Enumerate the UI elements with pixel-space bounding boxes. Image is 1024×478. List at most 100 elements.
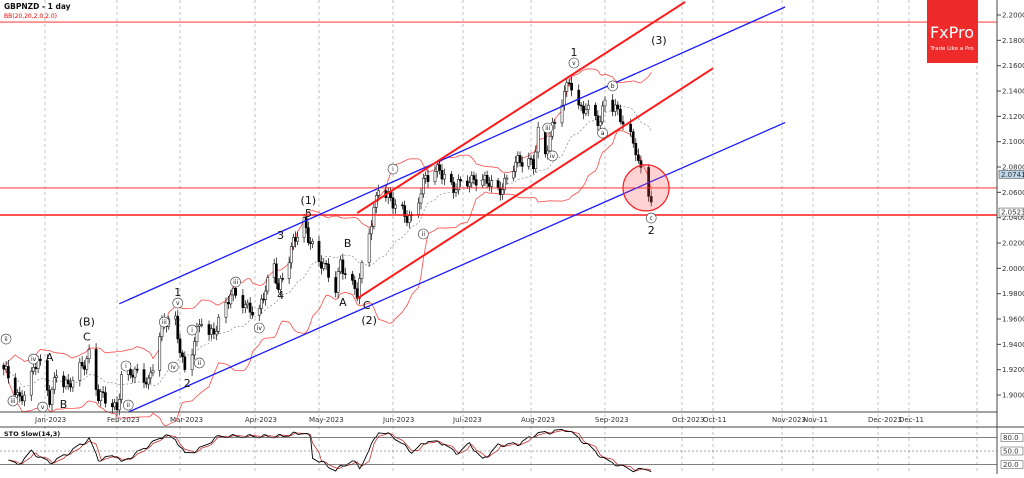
trendlines	[0, 1, 997, 413]
candle-bear	[567, 82, 571, 85]
candle-bull	[246, 302, 250, 306]
stoch-k-line	[8, 428, 652, 473]
wave-label: iv	[31, 356, 37, 363]
candle-bear	[7, 366, 10, 379]
candle-bear	[639, 160, 643, 168]
candle-bull	[4, 366, 8, 370]
candle-bull	[613, 104, 617, 112]
x-tick-label: Jan-2023	[34, 416, 66, 424]
candle-bull	[229, 294, 233, 305]
candle-bear	[241, 295, 245, 308]
candle-bear	[459, 179, 463, 182]
wave-label: ii	[127, 402, 131, 409]
candle-bull	[50, 389, 54, 405]
candle-bull	[563, 91, 566, 106]
candle-bear	[62, 375, 65, 388]
candle-bear	[487, 183, 491, 187]
candle-bear	[39, 358, 42, 361]
stochastic-panel	[8, 428, 652, 473]
candle-bear	[262, 298, 265, 301]
candle-bull	[52, 377, 56, 390]
stoch-level-box	[1000, 460, 1024, 469]
wave-label: ii	[422, 231, 426, 238]
candle-bull	[198, 324, 201, 327]
y-tick-label: 2.04000	[1002, 214, 1024, 222]
candle-bull	[149, 372, 153, 379]
candle-bull	[257, 308, 261, 316]
wave-label-circle	[645, 212, 657, 224]
y-tick-label: 2.10000	[1002, 138, 1024, 146]
candle-bear	[129, 368, 132, 376]
candle-bull	[71, 380, 75, 388]
x-tick-label: Nov-2023	[772, 416, 806, 424]
x-tick-label: Mar-2023	[170, 416, 203, 424]
candle-bull	[534, 151, 538, 170]
candle-bear	[553, 122, 557, 124]
candle-bear	[472, 175, 476, 180]
candle-bear	[594, 104, 597, 116]
y-tick-label: 1.90000	[1002, 392, 1024, 400]
candle-bull	[419, 193, 423, 204]
grid-lines	[44, 0, 978, 474]
x-tick-label: Oct-2023	[672, 416, 704, 424]
candle-bull	[195, 325, 199, 343]
wave-label: iii	[545, 125, 550, 132]
wave-label: i	[392, 166, 394, 173]
y-tick-label: 2.06000	[1002, 189, 1024, 197]
candle-bear	[498, 187, 502, 195]
candle-bull	[503, 178, 507, 190]
x-tick-label: Aug-2023	[521, 416, 555, 424]
x-tick-label: Nov-11	[803, 416, 828, 424]
wave-label-circle	[28, 353, 39, 365]
wave-label: A	[339, 296, 347, 309]
candle-bear	[309, 242, 312, 244]
chart-title: GBPNZD - 1 day	[4, 2, 71, 11]
wave-label: v	[572, 60, 576, 67]
candle-bear	[637, 154, 640, 161]
y-tick-label: 1.94000	[1002, 341, 1024, 349]
wave-label: iv	[550, 153, 556, 160]
candle-bear	[94, 349, 98, 390]
candle-bear	[621, 121, 625, 125]
wave-labels: iiiiiivvAB(B)Ciiiiiiivv12iiiiiiiv34(1)5A…	[0, 34, 667, 413]
candle-bull	[158, 336, 162, 371]
candle-bear	[629, 123, 633, 132]
candle-bear	[518, 155, 522, 163]
wave-label: iii	[233, 279, 238, 286]
candle-bear	[80, 362, 84, 367]
candle-bull	[243, 304, 247, 308]
candle-bull	[279, 278, 282, 290]
y-tick-label: 2.00000	[1002, 265, 1024, 273]
candle-bull	[470, 175, 474, 184]
fxpro-logo: FxPro Trade Like a Pro	[927, 0, 978, 63]
logo-brand: FxPro	[930, 23, 974, 42]
candle-bear	[281, 278, 285, 280]
bollinger-lower	[3, 130, 652, 427]
candle-bear	[212, 328, 216, 335]
candle-bull	[421, 177, 425, 195]
candle-bull	[99, 391, 103, 401]
candle-bull	[289, 246, 293, 264]
stoch-tick-label: 20.0	[1003, 461, 1019, 469]
candle-bear	[181, 352, 184, 358]
wave-label: iv	[257, 325, 263, 332]
candle-bear	[631, 131, 635, 144]
candle-bull	[601, 105, 604, 123]
candle-bull	[217, 317, 221, 332]
candle-bear	[452, 181, 456, 193]
candle-bull	[490, 180, 493, 187]
wave-label-circle	[167, 361, 179, 373]
wave-label: 1	[174, 286, 181, 299]
y-tick-label: 2.20000	[1002, 12, 1024, 20]
wave-label: B	[344, 237, 352, 250]
candle-bull	[272, 263, 276, 278]
candle-bull	[516, 155, 520, 163]
candle-bull	[598, 121, 602, 126]
candle-bull	[512, 171, 515, 179]
x-tick-label: Jun-2023	[382, 416, 414, 424]
candle-bull	[151, 370, 155, 374]
candle-bear	[611, 99, 615, 112]
wave-label-circle	[230, 276, 241, 288]
candle-bull	[370, 226, 373, 235]
